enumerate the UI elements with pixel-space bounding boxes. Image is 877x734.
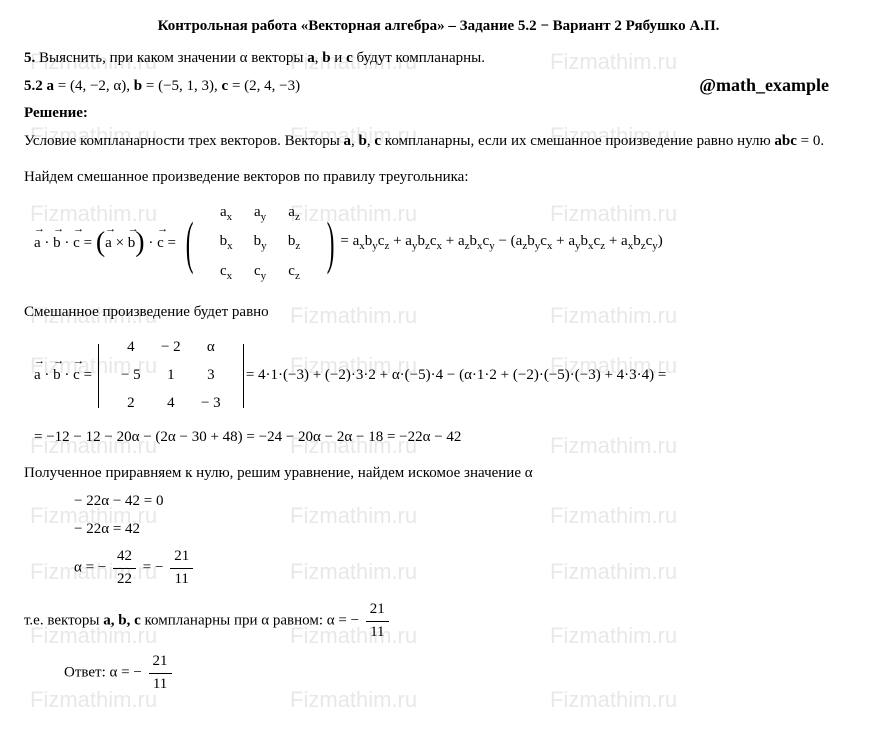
matrix-cell: 4 <box>151 390 191 418</box>
step3-frac1-num: 42 <box>113 546 136 569</box>
conclusion-vecs: a, b, c <box>103 613 141 629</box>
vec-b-arrow2: b <box>128 233 136 255</box>
theory-text-1: Условие компланарности трех векторов. Ве… <box>24 133 344 149</box>
equate-line: Полученное приравняем к нулю, решим урав… <box>24 463 853 485</box>
theory-b: b <box>359 133 367 149</box>
paren-left-icon: ( <box>186 214 194 272</box>
step3-frac2: 21 11 <box>170 546 193 591</box>
problem-number: 5. <box>24 50 35 66</box>
theory-text-2: компланарны, если их смешанное произведе… <box>381 133 774 149</box>
vec-c: c <box>346 50 353 66</box>
sep2: и <box>331 50 347 66</box>
triple-product-formula: a · b · c = (a × b) · c = ( axayazbxbybz… <box>34 197 853 291</box>
conclusion-pre: т.е. векторы <box>24 613 103 629</box>
solution-label: Решение: <box>24 103 853 125</box>
conclusion-post: компланарны при α равном: α = − <box>141 613 359 629</box>
handle-tag: @math_example <box>699 72 829 98</box>
theory-line: Условие компланарности трех векторов. Ве… <box>24 131 853 153</box>
matrix-cell: cz <box>277 258 311 288</box>
answer-frac-den: 11 <box>149 674 172 696</box>
conclusion-frac-den: 11 <box>366 622 389 644</box>
answer-line: Ответ: α = − 21 11 <box>64 651 853 696</box>
expansion-formula: = axbycz + aybzcx + azbxcy − (azbycx + a… <box>340 231 662 255</box>
problem-statement: 5. Выяснить, при каком значении α вектор… <box>24 48 853 70</box>
vec-b-arrow: b <box>53 233 61 255</box>
mixed-line: Смешанное произведение будет равно <box>24 302 853 324</box>
vec-c-arrow: c <box>73 233 80 255</box>
vec-b: b <box>322 50 330 66</box>
theory-a: a <box>344 133 352 149</box>
matrix-cell: by <box>243 228 277 258</box>
matrix-cell: cx <box>209 258 243 288</box>
answer-label: Ответ: α = − <box>64 665 142 681</box>
step-2: − 22α = 42 <box>74 519 853 541</box>
subtask-number: 5.2 <box>24 78 43 94</box>
vec-c-arrow2: c <box>157 233 164 255</box>
paren-right-icon: ) <box>327 214 335 272</box>
calc-line-1: = 4·1·(−3) + (−2)·3·2 + α·(−5)·4 − (α·1·… <box>246 365 667 387</box>
answer-frac-num: 21 <box>149 651 172 674</box>
step3-frac2-den: 11 <box>170 569 193 591</box>
vec-a: a <box>307 50 315 66</box>
matrix-cell: az <box>277 199 311 229</box>
general-matrix: axayaz bxbybz cxcycz <box>203 197 317 291</box>
theory-sep1: , <box>351 133 359 149</box>
matrix-cell: − 2 <box>151 334 191 362</box>
matrix-cell: ay <box>243 199 277 229</box>
calc-line-2: = −12 − 12 − 20α − (2α − 30 + 48) = −24 … <box>34 427 853 449</box>
vec-a-arrow3: a <box>34 365 41 387</box>
matrix-cell: 1 <box>151 362 191 390</box>
matrix-cell: − 5 <box>111 362 151 390</box>
step-1: − 22α − 42 = 0 <box>74 491 853 513</box>
matrix-cell: 3 <box>191 362 231 390</box>
step3-lhs: α = − <box>74 560 106 576</box>
given-a-label: a <box>47 78 55 94</box>
step-3: α = − 42 22 = − 21 11 <box>74 546 853 591</box>
matrix-cell: α <box>191 334 231 362</box>
matrix-cell: bz <box>277 228 311 258</box>
given-b-label: b <box>134 78 142 94</box>
vec-b-arrow3: b <box>53 365 61 387</box>
theory-abc: abc <box>774 133 797 149</box>
det-bar-right-icon <box>243 344 244 408</box>
step3-frac1: 42 22 <box>113 546 136 591</box>
numeric-matrix: 4− 2α− 51324− 3 <box>105 332 237 419</box>
find-line: Найдем смешанное произведение векторов п… <box>24 167 853 189</box>
given-b-val: = (−5, 1, 3), <box>142 78 221 94</box>
vec-a-arrow: a <box>34 233 41 255</box>
step3-frac1-den: 22 <box>113 569 136 591</box>
answer-frac: 21 11 <box>149 651 172 696</box>
step3-mid: = − <box>143 560 164 576</box>
step3-frac2-num: 21 <box>170 546 193 569</box>
vec-a-arrow2: a <box>105 233 112 255</box>
conclusion-frac: 21 11 <box>366 599 389 644</box>
given-a-val: = (4, −2, α), <box>54 78 134 94</box>
problem-text-2: будут компланарны. <box>353 50 485 66</box>
matrix-cell: cy <box>243 258 277 288</box>
matrix-cell: ax <box>209 199 243 229</box>
theory-eq0: = 0. <box>797 133 824 149</box>
matrix-cell: 4 <box>111 334 151 362</box>
matrix-cell: 2 <box>111 390 151 418</box>
page-title: Контрольная работа «Векторная алгебра» –… <box>24 16 853 38</box>
vec-c-arrow3: c <box>73 365 80 387</box>
det-bar-left-icon <box>98 344 99 408</box>
given-c-val: = (2, 4, −3) <box>228 78 300 94</box>
conclusion-line: т.е. векторы a, b, c компланарны при α р… <box>24 599 853 644</box>
conclusion-frac-num: 21 <box>366 599 389 622</box>
matrix-cell: − 3 <box>191 390 231 418</box>
problem-text-1: Выяснить, при каком значении α векторы <box>35 50 307 66</box>
numeric-determinant: a · b · c = 4− 2α− 51324− 3 = 4·1·(−3) +… <box>34 332 853 419</box>
matrix-cell: bx <box>209 228 243 258</box>
